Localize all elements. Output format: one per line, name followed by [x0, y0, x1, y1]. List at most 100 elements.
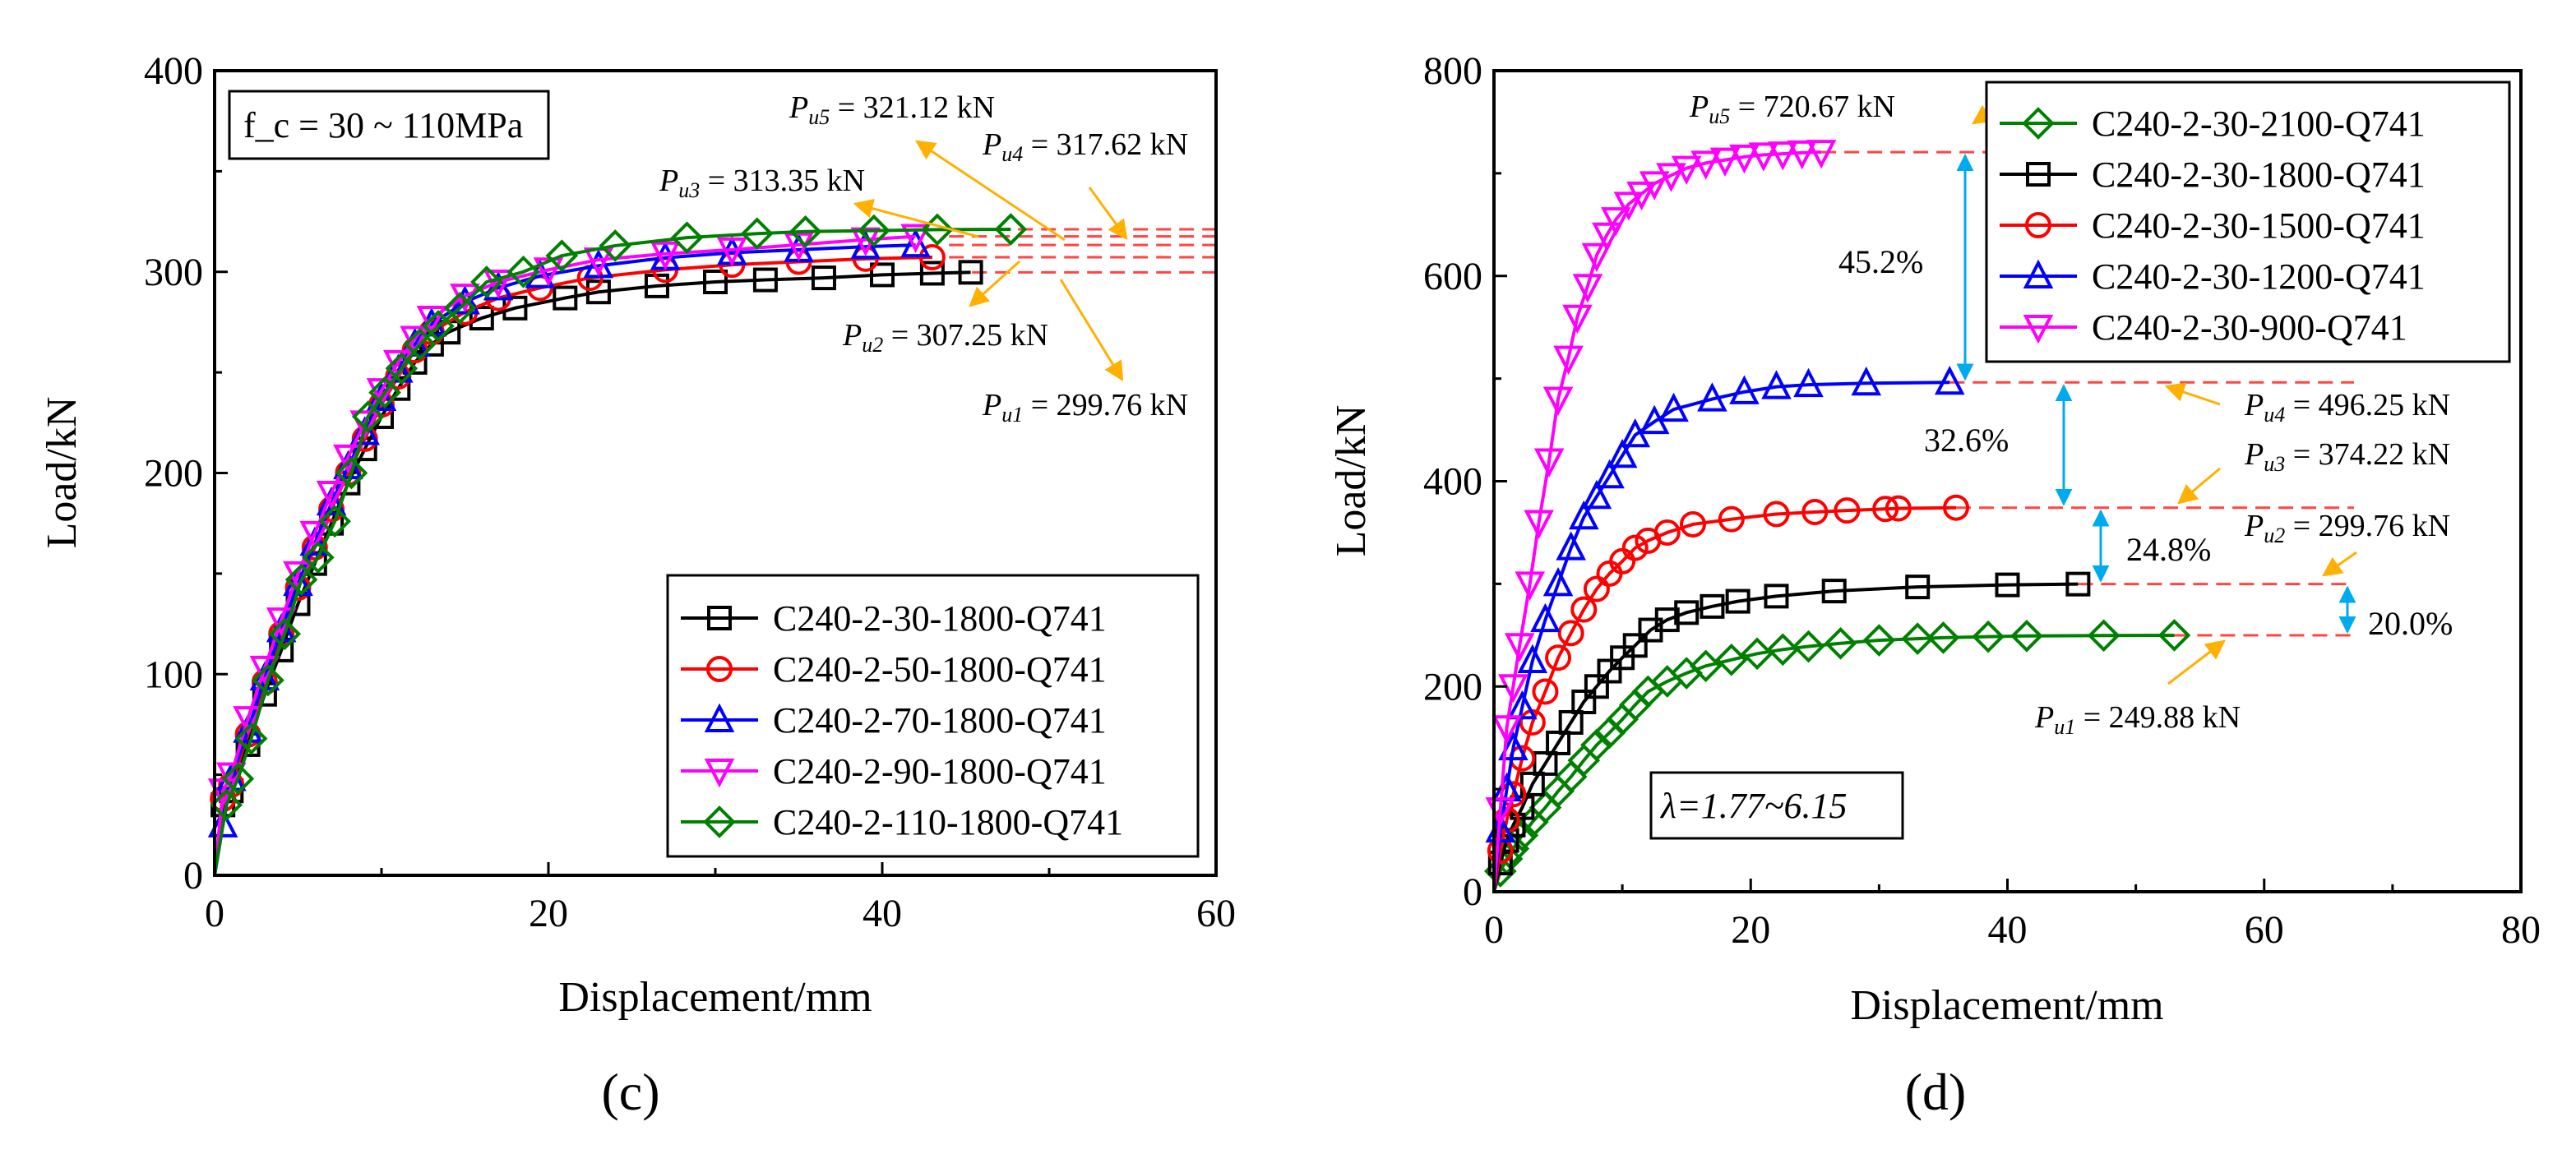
data-point [1621, 534, 1649, 561]
data-point [2065, 571, 2091, 597]
legend-marker [2025, 212, 2051, 238]
data-point [670, 221, 704, 254]
data-point [1639, 171, 1670, 201]
y-tick-label: 300 [144, 251, 203, 294]
panel-d-note: λ=1.77~6.15 [1659, 786, 1848, 826]
panel-d-series-layer [1483, 140, 2191, 893]
panel-d-increment-arrows [1956, 153, 2356, 634]
panel-c-note-box [228, 90, 550, 160]
data-point [1571, 689, 1597, 714]
data-point [1532, 678, 1559, 705]
data-point [1581, 479, 1612, 510]
panel-d-legend-box [1985, 81, 2511, 363]
x-tick-label: 60 [1196, 892, 1236, 935]
data-point [1626, 181, 1657, 211]
data-point [234, 722, 268, 755]
data-point [1793, 367, 1824, 398]
data-point [1748, 142, 1779, 172]
panel-c-pu1-label: Pu1 = 299.76 kN [982, 388, 1188, 427]
legend-label: C240-2-30-1800-Q741 [2092, 155, 2426, 195]
data-point [470, 265, 503, 298]
x-tick-label: 60 [2245, 908, 2284, 952]
panel-c-series-layer [207, 213, 1028, 876]
data-point [994, 213, 1028, 246]
data-point [385, 352, 419, 385]
legend-label: C240-2-30-2100-Q741 [2092, 104, 2426, 144]
data-point [1697, 382, 1727, 412]
data-point [553, 285, 578, 311]
panel-c-pu2-label: Pu2 = 307.25 kN [842, 318, 1048, 357]
data-point [1995, 572, 2020, 598]
data-point [1926, 621, 1960, 654]
y-tick-label: 200 [144, 452, 203, 496]
data-point [650, 241, 681, 271]
data-point [850, 229, 881, 260]
data-point [789, 215, 822, 248]
data-point [1872, 496, 1899, 523]
data-point [469, 306, 494, 331]
data-point [1496, 832, 1530, 865]
legend-entry: C240-2-30-1200-Q741 [2000, 256, 2426, 297]
data-point [717, 237, 747, 267]
panel-d-pct-24: 24.8% [2126, 531, 2211, 568]
data-point [1597, 658, 1622, 684]
data-point [1553, 345, 1584, 376]
data-point [349, 416, 380, 445]
panel-c-x-axis-title: Displacement/mm [558, 974, 872, 1021]
data-point [299, 520, 331, 551]
series-line [1492, 505, 1957, 893]
panel-c-reference-lines [949, 228, 1216, 274]
legend-label: C240-2-30-1200-Q741 [2092, 256, 2426, 297]
data-point [1542, 386, 1574, 416]
data-point [1584, 674, 1609, 699]
data-point [1572, 274, 1603, 303]
data-point [533, 257, 564, 287]
panel-d-pct-45: 45.2% [1838, 243, 1923, 280]
data-point [1515, 571, 1546, 601]
y-tick-label: 200 [1423, 665, 1482, 708]
legend-marker [703, 805, 736, 838]
legend-entry: C240-2-50-1800-Q741 [681, 649, 1107, 690]
panel-c-pu4-label: Pu4 = 317.62 kN [982, 127, 1188, 166]
legend-label: C240-2-110-1800-Q741 [773, 802, 1123, 842]
legend-label: C240-2-30-900-Q741 [2092, 307, 2407, 348]
data-point [252, 663, 284, 697]
data-point [368, 376, 401, 409]
data-point [1622, 633, 1648, 658]
y-tick-label: 0 [1463, 870, 1482, 914]
panel-d-annotation-arrows [1972, 104, 2357, 685]
data-point [299, 526, 331, 556]
data-point [1653, 519, 1681, 546]
data-point [858, 214, 890, 247]
data-point [1556, 531, 1586, 561]
panel-c-pu3-label: Pu3 = 313.35 kN [659, 164, 865, 202]
panel-d-label: (d) [1905, 1063, 1967, 1121]
legend-label: C240-2-30-1500-Q741 [2092, 205, 2426, 246]
data-point [302, 541, 335, 574]
data-point [1592, 222, 1622, 252]
series-C240-2-30-1200-Q741 [1485, 365, 1965, 893]
legend-marker [704, 703, 735, 732]
data-point [545, 239, 579, 272]
data-point [1533, 750, 1558, 776]
x-tick-label: 0 [1484, 908, 1504, 952]
data-point [403, 328, 437, 361]
x-tick-label: 40 [1988, 908, 2028, 952]
data-point [1545, 644, 1572, 671]
data-point [1943, 494, 1970, 521]
panel-d-note-box [1649, 771, 1904, 840]
data-point [221, 762, 255, 796]
data-point [1558, 709, 1584, 735]
panel-d-pu2-label: Pu2 = 299.76 kN [2244, 509, 2450, 547]
legend-label: C240-2-50-1800-Q741 [773, 649, 1107, 690]
data-point [752, 267, 778, 293]
data-point [2087, 619, 2120, 653]
data-point [1658, 392, 1689, 422]
data-point [349, 410, 380, 440]
panel-d-pct-20: 20.0% [2368, 605, 2453, 642]
data-point [506, 255, 540, 288]
data-point [900, 228, 931, 258]
data-point [2010, 619, 2043, 653]
data-point [316, 480, 347, 510]
